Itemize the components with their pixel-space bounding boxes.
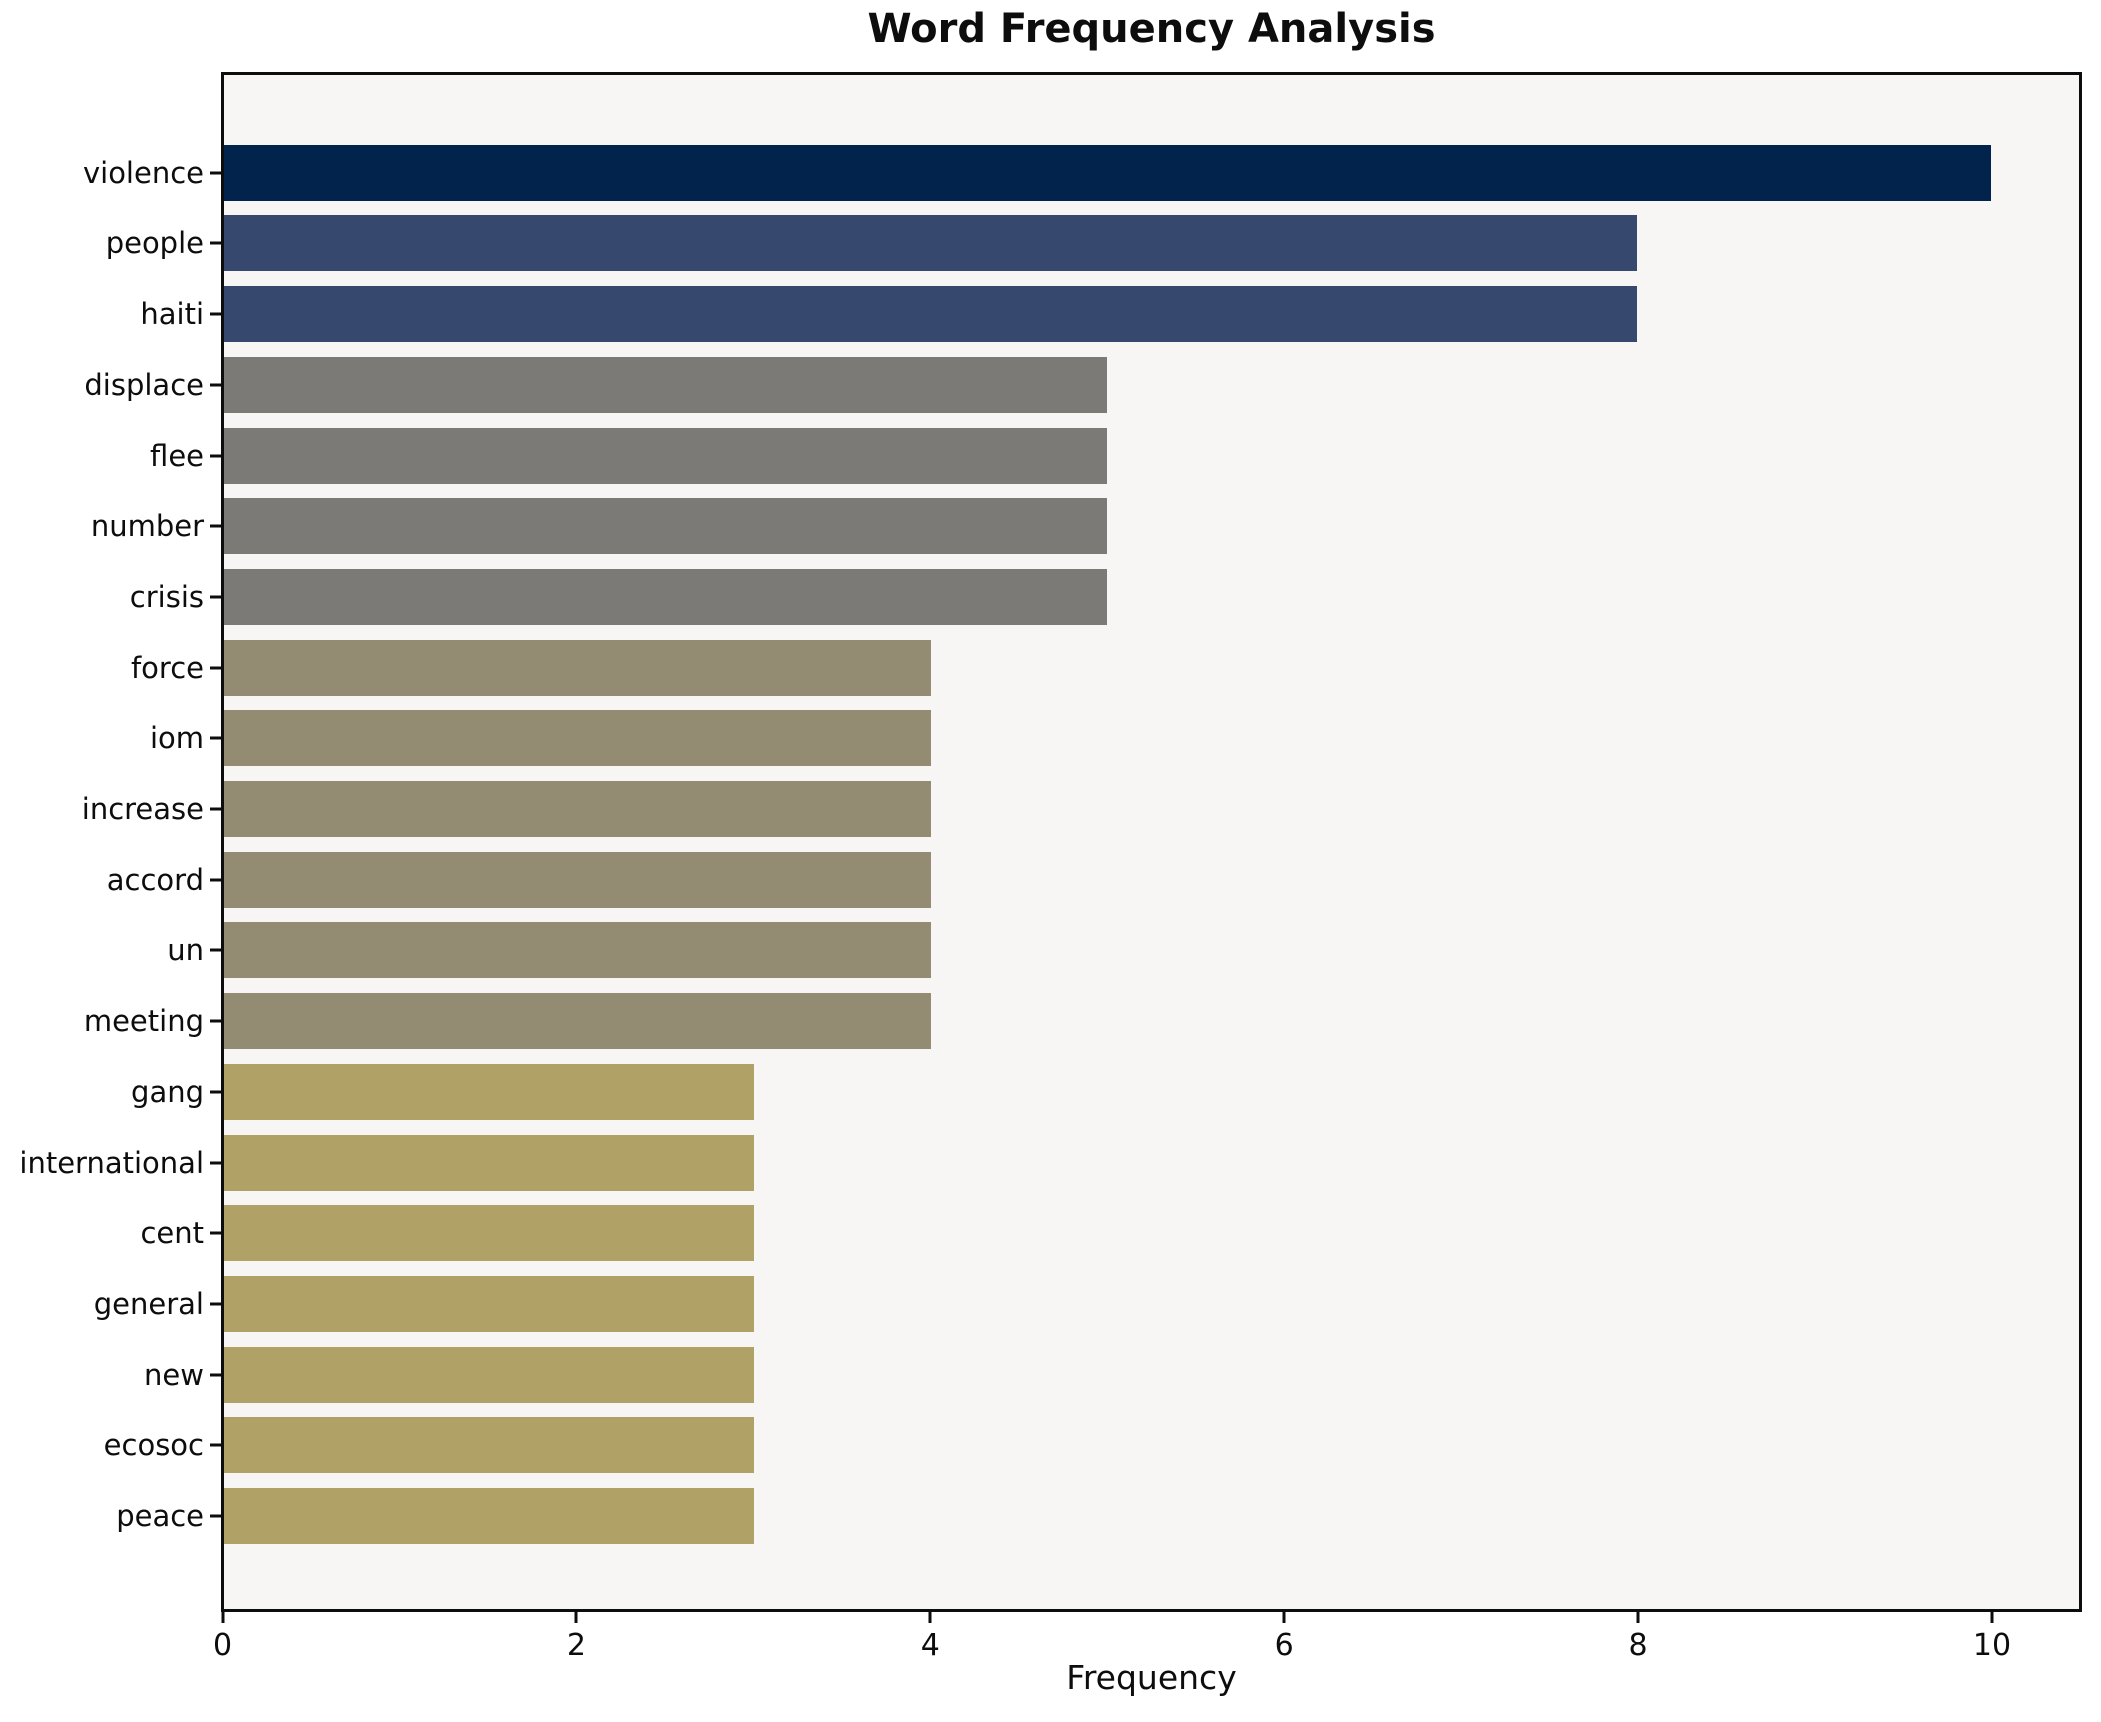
ytick-mark-new (210, 1373, 221, 1377)
bar-violence (224, 144, 1991, 201)
xtick-label-6: 6 (1274, 1628, 1294, 1663)
bar-displace (224, 356, 1108, 413)
xtick-label-2: 2 (566, 1628, 586, 1663)
ytick-mark-ecosoc (210, 1443, 221, 1447)
ytick-mark-increase (210, 807, 221, 811)
ytick-label-number: number (90, 509, 204, 544)
ytick-mark-accord (210, 878, 221, 882)
ytick-mark-flee (210, 454, 221, 457)
ytick-mark-gang (210, 1090, 221, 1094)
ytick-mark-cent (210, 1231, 221, 1235)
bar-peace (224, 1488, 754, 1544)
ytick-label-haiti: haiti (140, 297, 204, 332)
bar-general (224, 1275, 754, 1332)
ytick-label-iom: iom (149, 721, 204, 756)
bar-number (224, 498, 1108, 555)
ytick-mark-crisis (210, 595, 221, 599)
bar-un (224, 922, 931, 979)
ytick-mark-people (210, 241, 221, 245)
chart-title: Word Frequency Analysis (867, 6, 1436, 52)
xtick-mark-6 (1282, 1612, 1286, 1623)
ytick-mark-international (210, 1161, 221, 1164)
xtick-mark-8 (1636, 1612, 1640, 1623)
xtick-mark-10 (1990, 1612, 1994, 1623)
ytick-label-force: force (130, 650, 204, 685)
bar-gang (224, 1063, 754, 1120)
ytick-label-meeting: meeting (83, 1004, 204, 1039)
ytick-label-gang: gang (131, 1074, 204, 1109)
ytick-label-new: new (144, 1357, 204, 1392)
xtick-mark-4 (928, 1612, 932, 1623)
bar-haiti (224, 286, 1638, 343)
ytick-mark-displace (210, 383, 221, 387)
ytick-label-people: people (105, 226, 204, 261)
bar-iom (224, 710, 931, 767)
ytick-label-general: general (93, 1286, 204, 1321)
ytick-mark-iom (210, 736, 221, 740)
bar-crisis (224, 568, 1108, 625)
bar-international (224, 1134, 754, 1191)
bar-force (224, 639, 931, 696)
ytick-label-cent: cent (140, 1216, 204, 1251)
bar-increase (224, 781, 931, 837)
xtick-label-8: 8 (1628, 1628, 1648, 1663)
ytick-mark-un (210, 948, 221, 952)
ytick-mark-meeting (210, 1019, 221, 1023)
ytick-label-increase: increase (81, 792, 204, 826)
xtick-label-0: 0 (212, 1628, 233, 1663)
ytick-label-un: un (167, 933, 204, 968)
ytick-label-violence: violence (82, 155, 204, 190)
xtick-mark-0 (221, 1612, 224, 1623)
bar-flee (224, 427, 1108, 484)
ytick-mark-number (210, 524, 221, 528)
ytick-label-accord: accord (106, 862, 204, 897)
bar-new (224, 1346, 754, 1403)
xtick-mark-2 (574, 1612, 578, 1623)
ytick-label-displace: displace (84, 367, 204, 402)
bar-meeting (224, 993, 931, 1050)
ytick-label-ecosoc: ecosoc (103, 1428, 204, 1463)
bar-accord (224, 851, 931, 908)
ytick-label-flee: flee (150, 438, 204, 473)
ytick-mark-haiti (210, 312, 221, 316)
x-axis-label: Frequency (1066, 1658, 1237, 1697)
xtick-label-4: 4 (920, 1628, 940, 1663)
ytick-label-crisis: crisis (129, 579, 204, 614)
ytick-mark-general (210, 1302, 221, 1306)
bar-cent (224, 1205, 754, 1262)
ytick-mark-peace (210, 1514, 221, 1518)
xtick-label-10: 10 (1972, 1628, 2012, 1663)
ytick-mark-violence (210, 171, 221, 175)
ytick-mark-force (210, 666, 221, 670)
bar-people (224, 215, 1638, 272)
ytick-label-peace: peace (116, 1499, 204, 1533)
bar-ecosoc (224, 1417, 754, 1474)
plot-area (221, 72, 2082, 1612)
ytick-label-international: international (19, 1145, 204, 1180)
